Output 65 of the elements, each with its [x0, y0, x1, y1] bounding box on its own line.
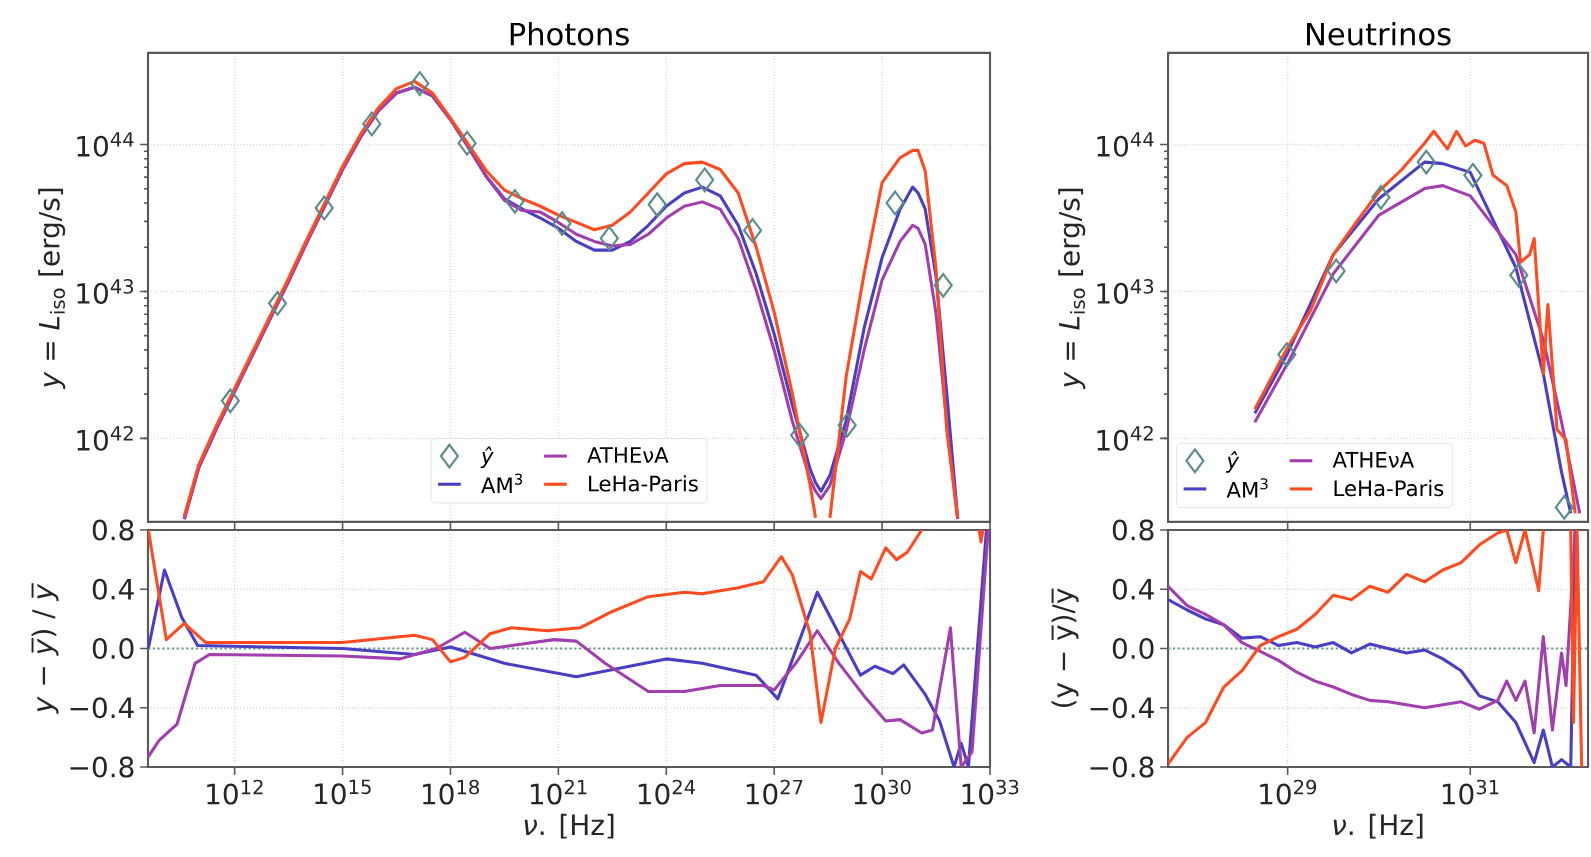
point — [314, 195, 334, 221]
point — [1416, 149, 1436, 175]
y-tick-label: 10$^{44}$ — [1097, 132, 1154, 157]
point — [790, 422, 810, 448]
x-tick-label: 10$^{29}$ — [1260, 779, 1317, 805]
x-tick-label: 10$^{12}$ — [207, 779, 263, 805]
x-tick-label: 10$^{33}$ — [962, 779, 1019, 805]
y-tick-label: −0.8 — [70, 756, 134, 778]
y-tick-label: 0.8 — [1112, 519, 1154, 541]
y-axis-title: y = L$_{iso}$ [erg/s] — [1058, 188, 1086, 390]
point — [742, 218, 763, 243]
y-tick-label: 0.0 — [1112, 637, 1154, 660]
x-tick-label: 10$^{18}$ — [423, 779, 479, 805]
y-tick-label: 10$^{43}$ — [77, 279, 134, 304]
point — [1509, 262, 1529, 288]
y-axis-title: (y − y̅)/y̅ — [1051, 588, 1079, 708]
chart-title: Photons — [510, 21, 629, 46]
y-axis-title: y = L$_{iso}$ [erg/s] — [38, 188, 66, 390]
point — [552, 211, 572, 236]
y-tick-label: −0.8 — [1090, 756, 1154, 778]
x-tick-label: 10$^{27}$ — [746, 779, 803, 805]
legend-label: ŷ — [480, 446, 494, 468]
y-tick-label: −0.4 — [1090, 697, 1154, 719]
point — [933, 272, 953, 298]
legend-label: LeHa-Paris — [1334, 479, 1444, 497]
legend-label: ATHEνA — [587, 447, 669, 463]
y-tick-label: 10$^{42}$ — [1097, 425, 1153, 451]
point — [599, 225, 619, 251]
chart-title: Neutrinos — [1307, 21, 1451, 46]
point — [837, 412, 857, 438]
y-tick-label: 0.4 — [92, 578, 134, 600]
y-tick-label: 0.8 — [92, 519, 134, 541]
point — [1277, 342, 1297, 367]
x-axis-title: ν. [Hz] — [1333, 813, 1423, 839]
x-tick-label: 10$^{15}$ — [315, 779, 371, 805]
x-axis-title: ν. [Hz] — [524, 813, 614, 839]
y-tick-label: 10$^{43}$ — [1097, 279, 1154, 304]
y-tick-label: 10$^{44}$ — [77, 132, 134, 157]
point — [410, 71, 430, 96]
legend-label: LeHa-Paris — [589, 475, 698, 492]
legend-label: AM$^{3}$ — [1226, 478, 1268, 498]
legend-label: AM$^{3}$ — [481, 473, 523, 493]
x-tick-label: 10$^{21}$ — [530, 779, 587, 805]
point — [267, 290, 288, 316]
x-tick-label: 10$^{30}$ — [854, 779, 911, 805]
x-tick-label: 10$^{31}$ — [1442, 779, 1499, 805]
legend-label: ATHEνA — [1332, 452, 1415, 468]
point — [505, 188, 525, 214]
point — [457, 130, 477, 156]
point — [1463, 162, 1483, 188]
point — [362, 111, 382, 137]
x-tick-label: 10$^{24}$ — [638, 779, 696, 805]
y-axis-title: y − y̅) / y̅ — [31, 583, 59, 714]
y-tick-label: 10$^{42}$ — [77, 425, 133, 451]
point — [885, 190, 905, 216]
y-tick-label: 0.4 — [1112, 578, 1154, 600]
point — [1326, 258, 1346, 284]
point — [647, 192, 667, 217]
y-tick-label: 0.0 — [92, 637, 134, 660]
point — [220, 388, 240, 414]
point — [1554, 495, 1574, 520]
point — [1371, 184, 1391, 210]
legend-label: ŷ — [1225, 451, 1240, 473]
point — [695, 167, 715, 193]
y-tick-label: −0.4 — [70, 697, 134, 719]
